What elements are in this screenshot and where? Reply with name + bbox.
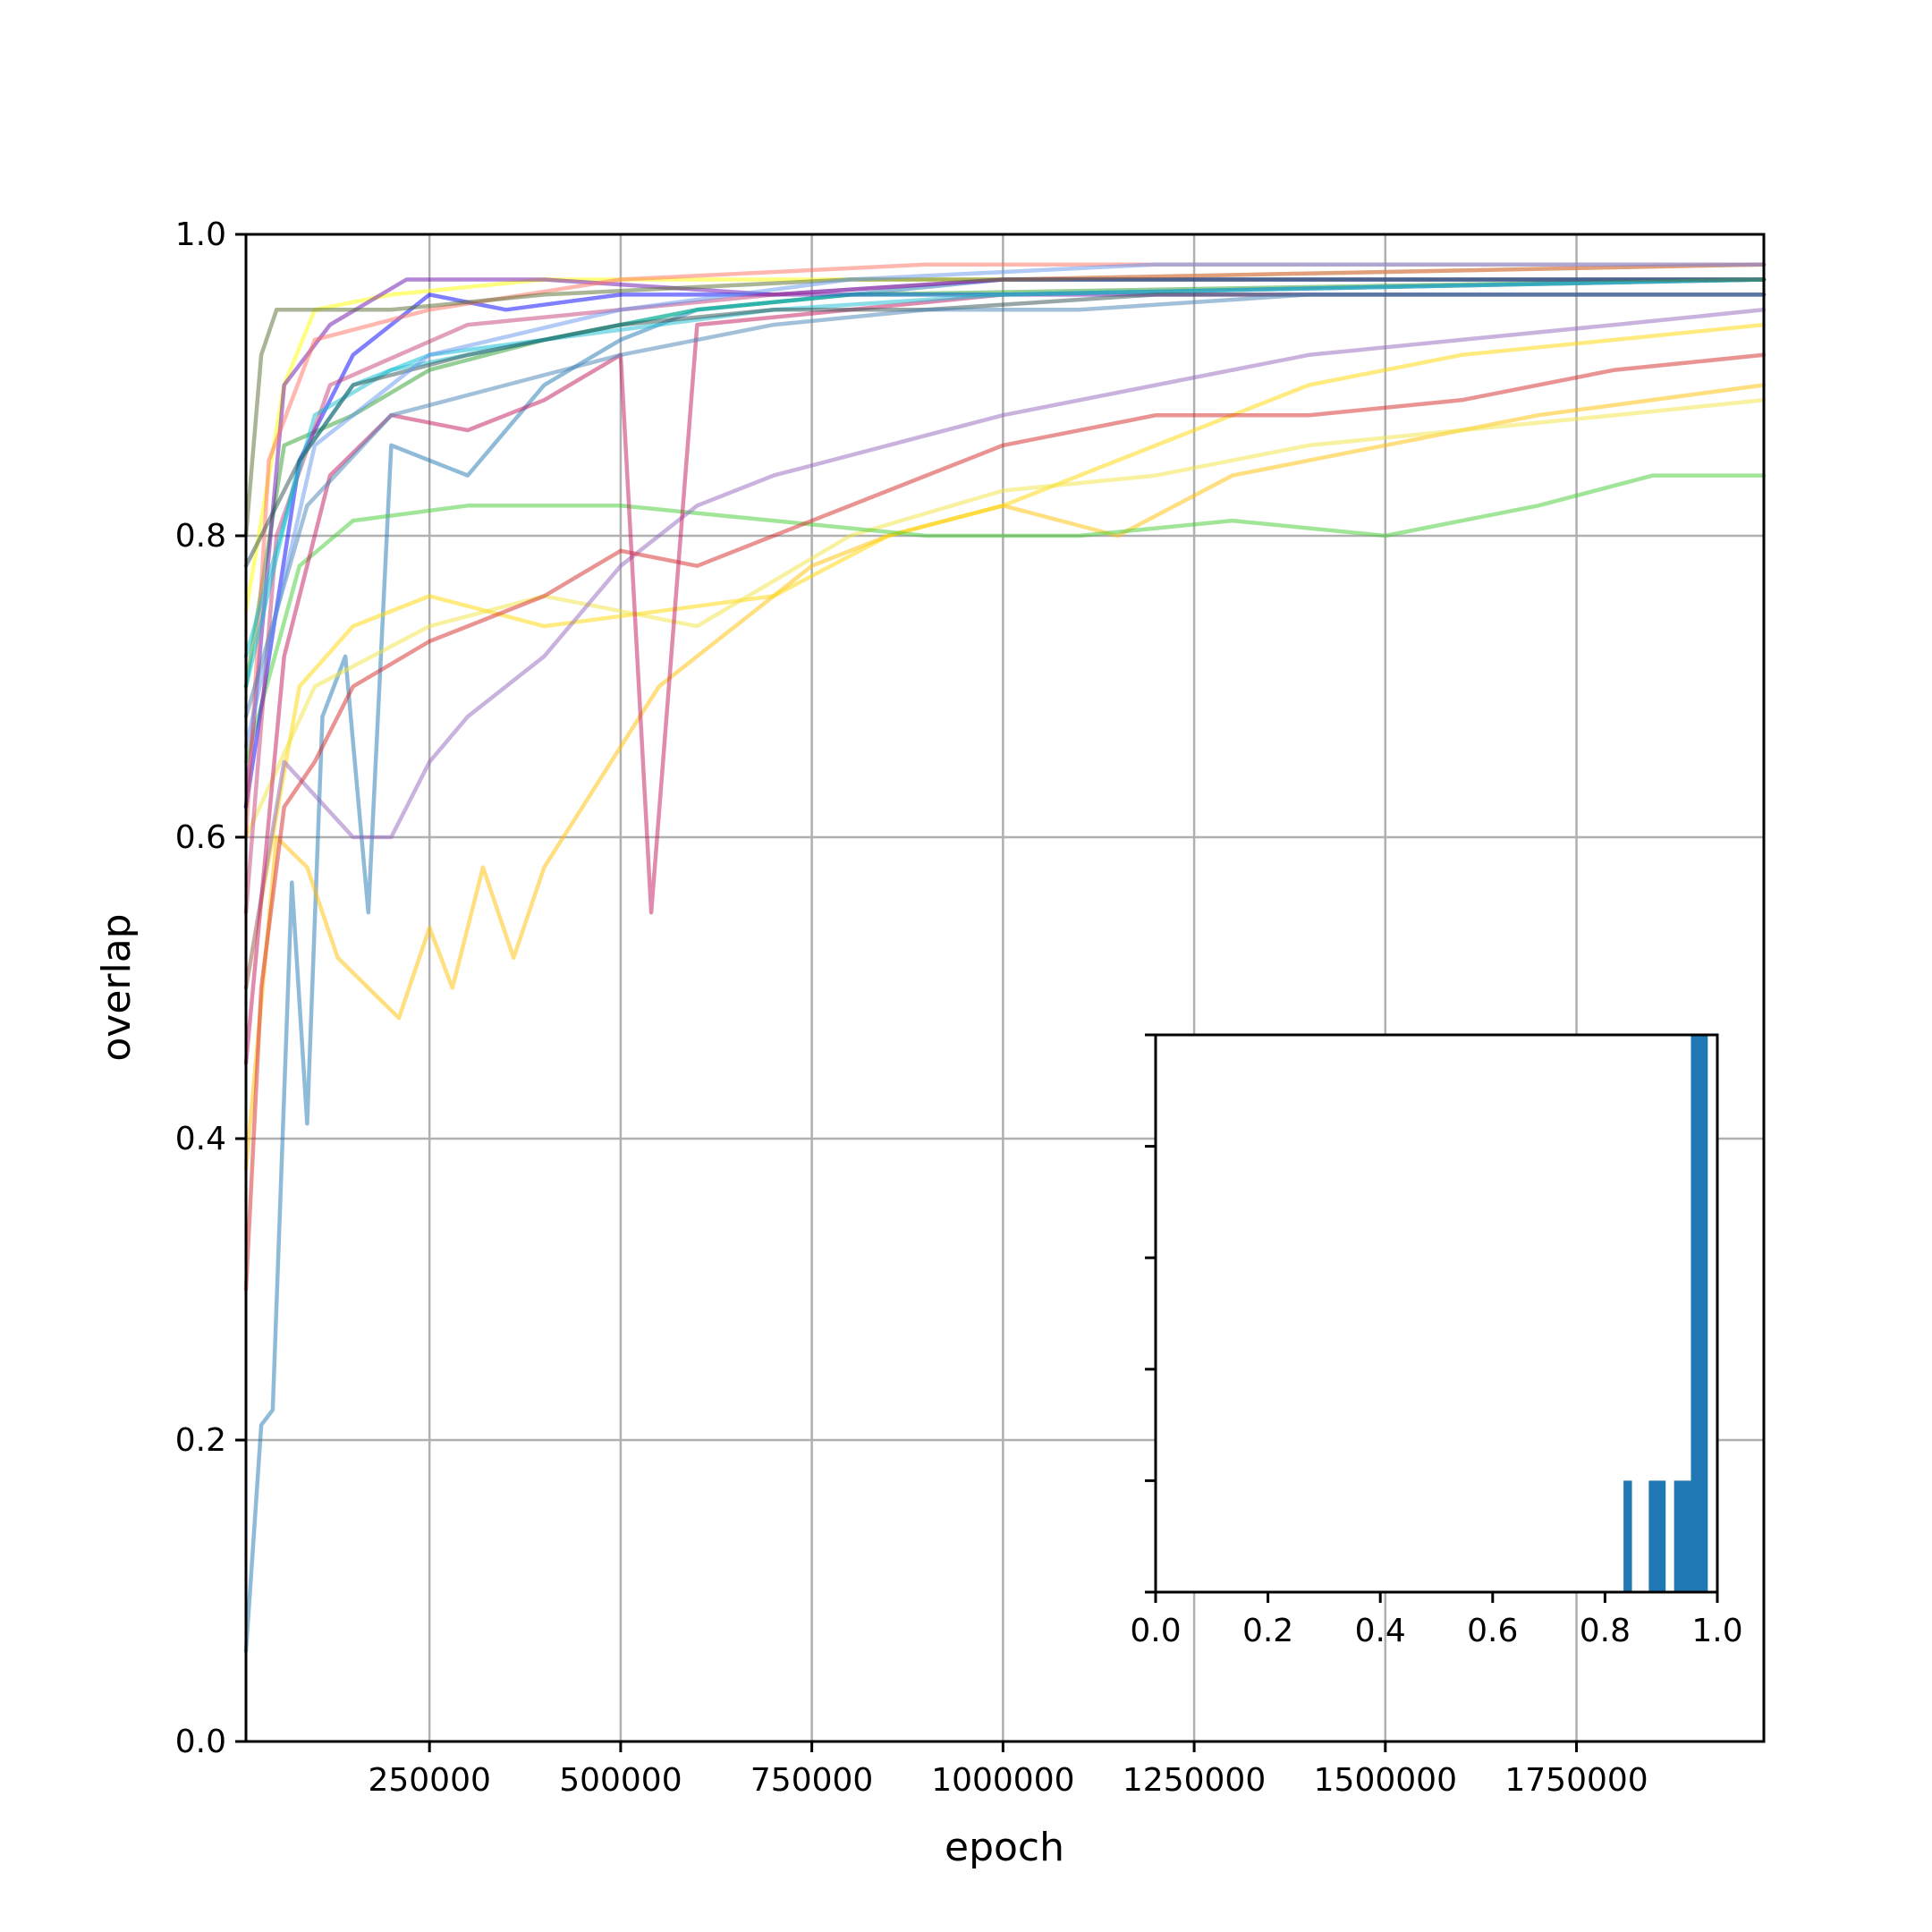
y-tick-label-2: 0.4 [175, 1121, 226, 1157]
series-line-17 [243, 277, 1767, 538]
main-plot-frame [244, 233, 1766, 1743]
inset-frame [1154, 1033, 1719, 1594]
x-tick-label-6: 1750000 [1504, 1762, 1648, 1799]
inset-x-tick-label-3: 0.6 [1467, 1613, 1518, 1649]
inset-histogram: 0.0 0.2 0.4 0.6 0.8 1.0 [1130, 1033, 1743, 1649]
series-line-2 [243, 322, 1767, 990]
y-axis-label: overlap [94, 913, 140, 1061]
y-tick-label-3: 0.6 [175, 819, 226, 856]
series-line-3 [243, 398, 1767, 840]
x-tick-label-3: 1000000 [931, 1762, 1074, 1799]
main-series [243, 262, 1767, 1654]
inset-background [1156, 1035, 1717, 1592]
y-tick-label-0: 0.0 [175, 1724, 226, 1760]
series-line-13 [243, 262, 1767, 840]
series-line-11 [243, 277, 1767, 1066]
histogram-bar-1 [1648, 1480, 1666, 1592]
x-axis-label: epoch [945, 1825, 1064, 1870]
x-tick-label-1: 500000 [559, 1762, 682, 1799]
inset-x-tick-label-1: 0.2 [1242, 1613, 1293, 1649]
histogram-bar-0 [1623, 1480, 1632, 1592]
series-line-10 [243, 352, 1767, 1292]
x-tick-label-5: 1500000 [1314, 1762, 1457, 1799]
x-tick-label-2: 750000 [750, 1762, 873, 1799]
y-tick-label-4: 0.8 [175, 518, 226, 555]
inset-bars [1623, 1035, 1708, 1592]
main-x-axis: 250000 500000 750000 1000000 1250000 1500000 1… [368, 1741, 1648, 1799]
series-line-0 [243, 277, 1767, 1654]
x-tick-label-0: 250000 [368, 1762, 490, 1799]
x-tick-label-4: 1250000 [1123, 1762, 1266, 1799]
series-line-18 [243, 292, 1767, 719]
series-line-1 [243, 383, 1767, 1171]
histogram-bar-2 [1674, 1480, 1691, 1592]
series-line-7 [243, 308, 1767, 990]
histogram-bar-3 [1690, 1035, 1708, 1592]
inset-x-axis: 0.0 0.2 0.4 0.6 0.8 1.0 [1130, 1592, 1743, 1649]
main-y-axis: 0.0 0.2 0.4 0.6 0.8 1.0 [175, 216, 246, 1760]
series-line-19 [243, 262, 1767, 750]
inset-x-tick-label-0: 0.0 [1130, 1613, 1181, 1649]
inset-x-tick-label-5: 1.0 [1691, 1613, 1742, 1649]
y-tick-label-1: 0.2 [175, 1422, 226, 1459]
inset-x-tick-label-2: 0.4 [1355, 1613, 1406, 1649]
y-tick-label-5: 1.0 [175, 216, 226, 253]
inset-y-axis [1145, 1033, 1156, 1594]
inset-x-tick-label-4: 0.8 [1580, 1613, 1631, 1649]
series-line-16 [243, 292, 1767, 568]
series-line-6 [243, 473, 1767, 765]
